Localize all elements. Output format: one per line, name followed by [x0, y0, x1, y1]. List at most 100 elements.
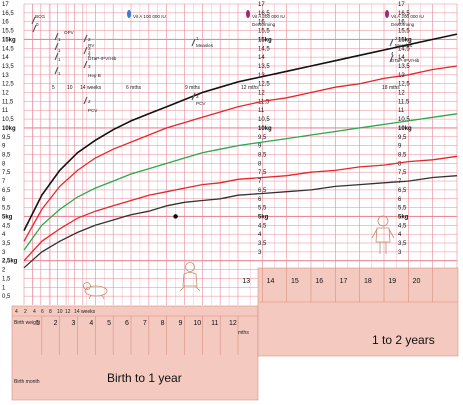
vaccine-label-vit2: Vit A 200 000 IU [252, 14, 285, 19]
inner-y-tick-label: 12 [258, 91, 265, 97]
week-label: 6 [41, 309, 44, 315]
week-label: 10 [57, 309, 63, 315]
y-tick-label: 10kg [2, 126, 16, 132]
week-label: 8 [49, 309, 52, 315]
inner-y-tick-label: 11,5 [258, 99, 270, 105]
month-label: 12 [229, 320, 237, 327]
syringe-icon [31, 16, 36, 25]
age-marker-label: 12 mths [241, 85, 259, 91]
vaccine-label-pcv_9: PCV [196, 101, 206, 106]
y-tick-label: 9 [2, 144, 6, 150]
inner-y-tick-label: 17 [398, 2, 405, 8]
syringe-icon [191, 92, 196, 101]
vaccine-label-dtap3: 3 [88, 64, 91, 69]
inner-y-tick-label: 6,5 [398, 188, 407, 194]
inner-y-tick-label: 14,5 [258, 46, 270, 52]
month-label: 3 [72, 320, 76, 327]
y-tick-label: 5,5 [2, 206, 11, 212]
month-label: 13 [242, 278, 250, 285]
inner-y-tick-label: 5kg [258, 214, 269, 220]
y-tick-label: 15kg [2, 37, 16, 43]
inner-y-tick-label: 3 [398, 250, 402, 256]
vaccine-label-measles2: Measles [395, 43, 413, 48]
vaccine-label-pcv: PCV [88, 108, 98, 113]
week-label: 4 [15, 309, 18, 315]
month-label: 19 [388, 278, 396, 285]
y-tick-label: 7 [2, 179, 6, 185]
y-tick-label: 4 [2, 232, 6, 238]
sitting-baby-icon [179, 262, 201, 292]
month-label: 4 [89, 320, 93, 327]
vaccine-label-bcg: BCG [35, 14, 45, 19]
inner-y-tick-label: 4 [398, 232, 402, 238]
y-tick-label: 2,5kg [2, 259, 18, 265]
vaccine-label-dtap_num4: 4 [391, 51, 394, 56]
y-tick-label: 0,5 [2, 294, 11, 300]
vaccine-label-pcv1: 1 [58, 71, 61, 76]
inner-y-tick-label: 16,5 [258, 11, 270, 17]
vaccine-label-hepb: Hep B [88, 73, 101, 78]
syringe-icon [83, 34, 88, 43]
inner-y-tick-label: 4,5 [258, 223, 267, 229]
inner-y-tick-label: 9,5 [258, 135, 267, 141]
inner-y-tick-label: 14,5 [398, 46, 410, 52]
y-tick-label: 2 [2, 268, 6, 274]
y-tick-label: 8,5 [2, 153, 11, 159]
age-marker-label: 6 mths [126, 85, 142, 91]
week-label: 2 [24, 309, 27, 315]
vaccine-label-measles_num2: 2 [395, 36, 398, 41]
growth-curve-4 [23, 175, 458, 269]
vaccine-label-measles_num1: 1 [196, 36, 199, 41]
inner-y-tick-label: 8 [258, 161, 262, 167]
vaccine-label-dtap1: 1 [58, 57, 61, 62]
inner-y-tick-label: 12,5 [258, 82, 270, 88]
inner-y-tick-label: 11 [398, 108, 405, 114]
inner-y-tick-label: 8,5 [398, 153, 407, 159]
month-label: 15 [291, 278, 299, 285]
month-label: 18 [364, 278, 372, 285]
crawling-baby-icon [83, 282, 108, 300]
inner-y-tick-label: 9,5 [398, 135, 407, 141]
inner-y-tick-label: 3,5 [258, 241, 267, 247]
month-label: 5 [107, 320, 111, 327]
month-label: 10 [193, 320, 201, 327]
y-tick-label: 17 [2, 2, 9, 8]
y-tick-label: 8 [2, 161, 6, 167]
inner-y-tick-label: 10kg [258, 126, 272, 132]
y-tick-label: 3 [2, 250, 6, 256]
inner-y-tick-label: 16,5 [398, 11, 410, 17]
child-illustrations [83, 215, 395, 300]
growth-curve-1 [23, 65, 458, 242]
vaccine-label-vit1: Vit A 100 000 IU [133, 14, 166, 19]
y-tick-label: 11 [2, 108, 9, 114]
vaccine-label-dtap: DTaP-IPV/Hib [88, 56, 117, 61]
inner-y-tick-label: 5kg [398, 214, 409, 220]
month-label: 8 [161, 320, 165, 327]
one-to-two-years-axis: 13 14 15 16 17 18 19 20 1 to 2 years [242, 267, 459, 357]
inner-y-tick-label: 16 [258, 20, 265, 26]
inner-y-tick-label: 6 [258, 197, 262, 203]
week-label: 4 [33, 309, 36, 315]
vaccine-label-rv: RV [88, 43, 95, 48]
syringe-icon [54, 42, 59, 51]
growth-curve-3 [23, 155, 458, 262]
birth-to-1-year-band [11, 305, 259, 401]
vaccine-label-vit3: Vit A 200 000 IU [391, 14, 424, 19]
age-marker-label: 14 weeks [80, 85, 102, 91]
vitamin-capsule-icon [385, 10, 389, 18]
month-label: 14 [267, 278, 275, 285]
inner-y-tick-label: 11 [258, 108, 265, 114]
inner-y-tick-label: 10kg [398, 126, 412, 132]
month-label: 2 [54, 320, 58, 327]
vaccine-label-opv3: 3 [88, 46, 91, 51]
birth-weight-label: Birth weight [14, 320, 41, 326]
y-axis-ticks: 0,511,522,5kg33,544,55kg5,566,577,588,59… [2, 2, 18, 300]
month-label: 16 [315, 278, 323, 285]
vaccine-label-opv0: 0 [36, 22, 39, 27]
inner-y-tick-label: 13,5 [258, 64, 270, 70]
syringe-icon [83, 60, 88, 69]
inner-y-tick-label: 16 [398, 20, 405, 26]
syringe-icon [32, 24, 37, 33]
inner-y-tick-label: 3 [258, 250, 262, 256]
y-tick-label: 4,5 [2, 223, 11, 229]
